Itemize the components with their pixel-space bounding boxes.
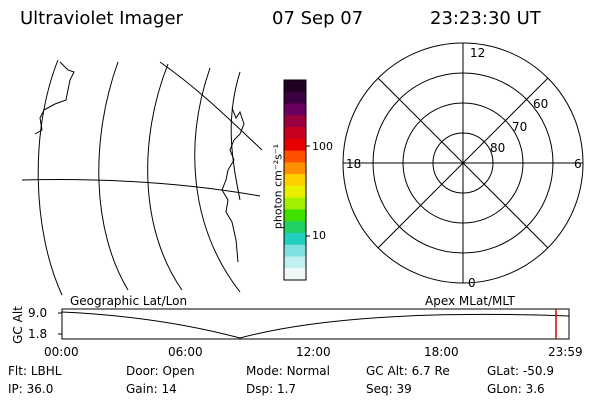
mlt-label-top: 12 [470, 46, 486, 60]
colorbar-segment [284, 185, 306, 199]
altitude-ytick-top: 9.0 [28, 306, 48, 320]
meridian-arc [147, 63, 183, 291]
altitude-curve [61, 311, 570, 339]
parallel-line [159, 61, 263, 151]
status-door: Door: Open [126, 364, 195, 378]
colorbar-segment [284, 256, 306, 269]
colorbar [283, 79, 310, 281]
altitude-ylabel: GC Alt [11, 306, 25, 344]
meridian-arc [98, 61, 129, 291]
mlt-label-right: 6 [574, 157, 582, 171]
polar-diagonal [377, 77, 549, 249]
colorbar-segment [284, 80, 306, 93]
colorbar-segment [284, 197, 306, 210]
status-glat: GLat: -50.9 [487, 364, 554, 378]
altitude-xtick: 23:59 [548, 345, 583, 359]
colorbar-segment [284, 244, 306, 257]
geo-panel-label: Geographic Lat/Lon [70, 294, 188, 308]
colorbar-segment [284, 221, 306, 234]
altitude-ytick-bottom: 1.8 [28, 327, 48, 341]
mlt-label-bottom: 0 [468, 276, 476, 290]
polar-plot [342, 42, 584, 284]
colorbar-segment [284, 268, 306, 281]
colorbar-segment [284, 138, 306, 152]
lat-label-80: 80 [490, 141, 506, 155]
meridian-arc [230, 71, 241, 201]
parallel-line [21, 179, 261, 197]
status-seq: Seq: 39 [366, 382, 412, 396]
status-glon: GLon: 3.6 [487, 382, 545, 396]
lat-label-70: 70 [512, 120, 528, 134]
colorbar-segment [284, 103, 306, 116]
colorbar-segment [284, 209, 306, 222]
coastline [221, 107, 245, 263]
status-flt: Flt: LBHL [8, 364, 62, 378]
status-gc-alt: GC Alt: 6.7 Re [366, 364, 450, 378]
colorbar-segment [284, 232, 306, 246]
colorbar-segment [284, 91, 306, 105]
colorbar-segment [284, 174, 306, 187]
status-dsp: Dsp: 1.7 [246, 382, 297, 396]
polar-panel-label: Apex MLat/MLT [425, 294, 515, 308]
instrument-title: Ultraviolet Imager [20, 8, 183, 29]
altitude-xtick: 00:00 [44, 345, 79, 359]
colorbar-segment [284, 127, 306, 140]
colorbar-tick-10: 10 [312, 229, 326, 242]
status-mode: Mode: Normal [246, 364, 330, 378]
colorbar-segment [284, 150, 306, 163]
colorbar-segment [284, 115, 306, 128]
colorbar-segment [284, 162, 306, 175]
altitude-xtick: 18:00 [424, 345, 459, 359]
mlt-label-left: 18 [346, 157, 362, 171]
altitude-frame [61, 308, 570, 340]
lat-label-60: 60 [533, 97, 549, 111]
colorbar-tick-100: 100 [312, 140, 333, 153]
meridian-arc [194, 67, 241, 293]
date-label: 07 Sep 07 [272, 8, 364, 29]
status-ip: IP: 36.0 [8, 382, 54, 396]
meridian-arc [37, 59, 63, 296]
time-label: 23:23:30 UT [430, 8, 541, 29]
coastline [34, 61, 75, 135]
geo-map [21, 59, 263, 296]
altitude-plot [58, 308, 570, 340]
colorbar-frame [283, 79, 307, 281]
status-gain: Gain: 14 [126, 382, 177, 396]
altitude-xtick: 12:00 [296, 345, 331, 359]
altitude-xtick: 06:00 [168, 345, 203, 359]
colorbar-label: photon cm⁻²s⁻¹ [271, 143, 285, 230]
